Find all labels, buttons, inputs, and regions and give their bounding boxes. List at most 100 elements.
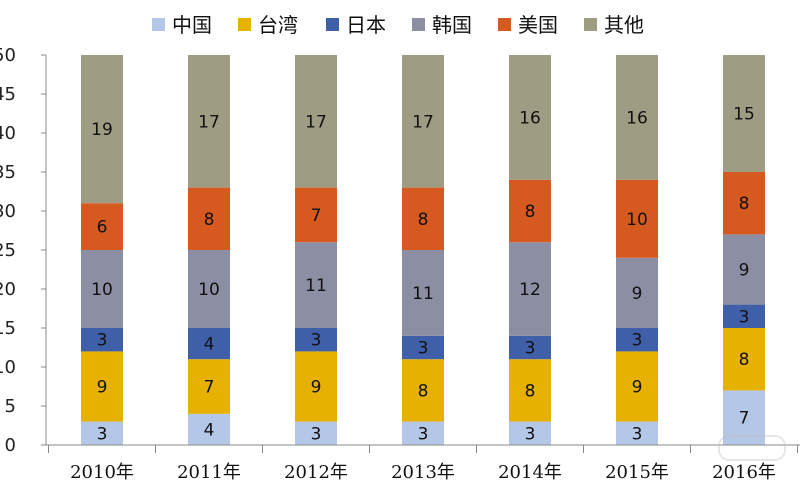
bar-segment <box>509 335 551 360</box>
legend-label: 其他 <box>604 13 644 37</box>
bar-segment <box>402 250 444 336</box>
x-tick-label: 2012年 <box>284 462 348 483</box>
x-tick-label: 2014年 <box>498 462 562 483</box>
data-label: 19 <box>91 120 113 140</box>
legend-label: 美国 <box>518 13 558 37</box>
data-label: 17 <box>412 112 434 132</box>
data-label: 7 <box>739 409 750 429</box>
bar-segment <box>723 172 765 235</box>
x-tick-label: 2010年 <box>70 462 134 483</box>
y-tick-label: 30 <box>0 201 16 222</box>
watermark-logo <box>718 435 786 461</box>
bar-segment <box>509 179 551 243</box>
bar-segment <box>188 250 230 328</box>
bar-segment <box>616 55 658 180</box>
x-tick-label: 2013年 <box>391 462 455 483</box>
bar-segment <box>723 328 765 391</box>
bar-segment <box>81 421 123 445</box>
y-tick-label: 5 <box>5 396 16 417</box>
legend-label: 日本 <box>346 13 386 37</box>
data-label: 8 <box>525 381 536 401</box>
bar-segment <box>616 421 658 445</box>
data-label: 3 <box>311 331 322 351</box>
data-label: 11 <box>412 284 434 304</box>
y-axis: 0 5 10 15 20 25 30 35 40 45 50 <box>0 45 47 456</box>
bar-segment <box>188 359 230 414</box>
data-label: 4 <box>204 335 215 355</box>
data-label: 8 <box>739 194 750 214</box>
data-label: 3 <box>739 307 750 327</box>
legend-swatch <box>238 18 251 31</box>
bars: 3 9 3 10 6 19 4 7 4 10 8 17 3 9 3 11 7 17 3 8 3 11 8 17 3 8 3 12 8 16… <box>81 55 765 445</box>
data-label: 12 <box>519 280 541 300</box>
bar-segment <box>402 55 444 188</box>
bar-segment <box>295 328 337 352</box>
data-label: 3 <box>311 424 322 444</box>
data-label: 3 <box>632 331 643 351</box>
data-label: 4 <box>204 420 215 440</box>
bar-segment <box>295 421 337 445</box>
legend-label: 中国 <box>172 13 212 37</box>
y-tick-label: 45 <box>0 84 16 105</box>
data-label: 3 <box>632 424 643 444</box>
data-label: 3 <box>418 339 429 359</box>
bar-segment <box>295 187 337 243</box>
data-label: 9 <box>632 378 643 398</box>
bar-segment <box>188 328 230 360</box>
data-label: 10 <box>91 280 113 300</box>
x-tick-label: 2016年 <box>712 462 776 483</box>
data-label: 16 <box>519 108 541 128</box>
x-tick-label: 2015年 <box>605 462 669 483</box>
data-label: 3 <box>525 339 536 359</box>
legend: 中国 台湾 日本 韩国 美国 其他 <box>152 13 644 37</box>
bar-segment <box>81 351 123 422</box>
bar-segment <box>402 335 444 360</box>
bar-segment <box>295 351 337 422</box>
data-label: 8 <box>525 202 536 222</box>
y-tick-label: 35 <box>0 162 16 183</box>
bar-segment <box>402 187 444 250</box>
bar-segment <box>509 242 551 336</box>
legend-swatch <box>412 18 425 31</box>
data-label: 3 <box>418 424 429 444</box>
y-tick-label: 20 <box>0 279 16 300</box>
y-tick-label: 25 <box>0 240 16 261</box>
y-tick-label: 10 <box>0 357 16 378</box>
data-label: 16 <box>626 108 648 128</box>
bar-segment <box>81 203 123 250</box>
y-tick-label: 50 <box>0 45 16 66</box>
x-axis: 2010年 2011年 2012年 2013年 2014年 2015年 2016年 <box>46 444 800 483</box>
bar-segment <box>723 234 765 305</box>
bar-segment <box>509 55 551 180</box>
data-label: 11 <box>305 276 327 296</box>
data-label: 8 <box>418 381 429 401</box>
bar-segment <box>81 55 123 204</box>
data-label: 7 <box>204 378 215 398</box>
data-label: 9 <box>97 378 108 398</box>
bar-segment <box>188 55 230 188</box>
bar-segment <box>81 250 123 328</box>
legend-swatch <box>498 18 511 31</box>
bar-segment <box>509 421 551 445</box>
data-label: 3 <box>97 331 108 351</box>
bar-segment <box>188 187 230 250</box>
y-tick-label: 0 <box>5 435 16 456</box>
data-label: 17 <box>198 112 220 132</box>
data-label: 7 <box>311 206 322 226</box>
bar-segment <box>616 351 658 422</box>
legend-label: 韩国 <box>432 13 472 37</box>
bar-segment <box>188 413 230 445</box>
bar-segment <box>723 390 765 445</box>
data-label: 9 <box>739 261 750 281</box>
bar-segment <box>402 421 444 445</box>
bar-segment <box>616 179 658 258</box>
data-label: 10 <box>626 210 648 230</box>
bar-segment <box>616 328 658 352</box>
bar-segment <box>295 55 337 188</box>
x-tick-label: 2011年 <box>177 462 241 483</box>
data-label: 15 <box>733 105 755 125</box>
data-label: 9 <box>311 378 322 398</box>
data-label: 3 <box>525 424 536 444</box>
